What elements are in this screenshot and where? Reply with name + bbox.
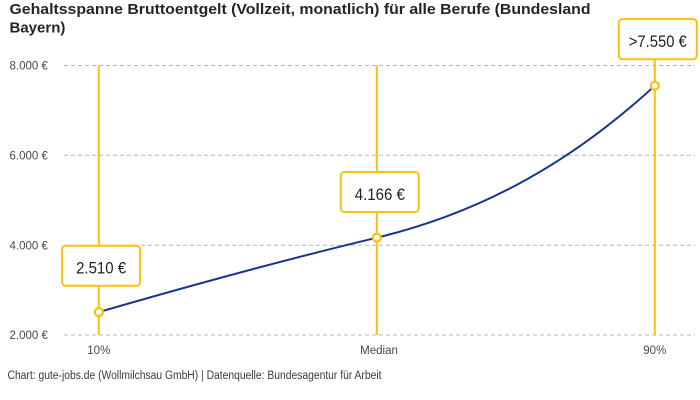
svg-text:90%: 90% xyxy=(643,345,666,357)
svg-text:4.000 €: 4.000 € xyxy=(10,240,49,252)
svg-text:6.000 €: 6.000 € xyxy=(10,150,49,162)
svg-text:Median: Median xyxy=(360,345,398,357)
svg-text:Chart: gute-jobs.de (Wollmilch: Chart: gute-jobs.de (Wollmilchsau GmbH) … xyxy=(8,370,383,382)
svg-text:2.000 €: 2.000 € xyxy=(10,330,49,342)
svg-text:>7.550 €: >7.550 € xyxy=(629,32,687,51)
svg-text:2.510 €: 2.510 € xyxy=(76,259,126,278)
svg-text:10%: 10% xyxy=(87,345,110,357)
svg-text:Bayern): Bayern) xyxy=(10,20,66,37)
svg-text:8.000 €: 8.000 € xyxy=(10,61,49,73)
svg-text:4.166 €: 4.166 € xyxy=(355,185,405,204)
svg-text:Gehaltsspanne Bruttoentgelt (V: Gehaltsspanne Bruttoentgelt (Vollzeit, m… xyxy=(10,1,591,18)
